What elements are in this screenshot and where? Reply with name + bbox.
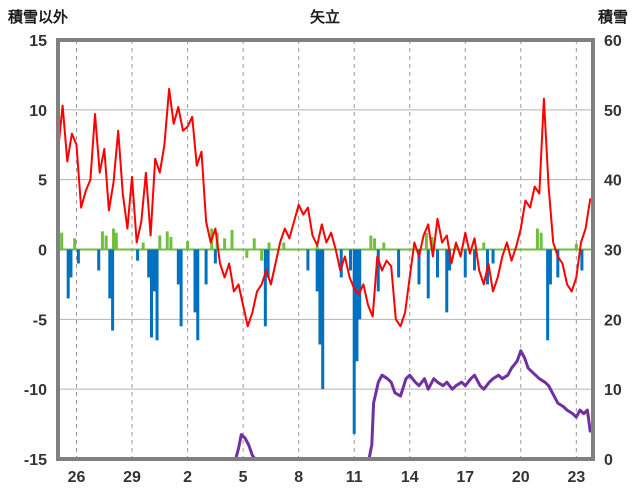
svg-text:2: 2 [183,469,192,486]
chart-title: 矢立 [309,9,341,26]
left-axis-title: 積雪以外 [8,9,69,26]
svg-text:60: 60 [604,33,622,50]
svg-text:15: 15 [29,33,47,50]
svg-text:0: 0 [38,243,47,260]
svg-text:20: 20 [512,469,530,486]
svg-text:20: 20 [604,312,622,329]
svg-text:26: 26 [68,469,86,486]
svg-text:10: 10 [604,382,622,399]
svg-text:29: 29 [123,469,141,486]
svg-text:10: 10 [29,103,47,120]
svg-text:14: 14 [401,469,419,486]
svg-text:5: 5 [38,173,47,190]
svg-text:-5: -5 [33,312,47,329]
svg-text:30: 30 [604,243,622,260]
svg-text:0: 0 [604,452,613,469]
svg-text:-10: -10 [24,382,47,399]
svg-text:-15: -15 [24,452,47,469]
svg-text:17: 17 [456,469,474,486]
svg-text:11: 11 [346,469,363,486]
svg-text:8: 8 [294,469,303,486]
svg-text:23: 23 [567,469,585,486]
svg-text:50: 50 [604,103,622,120]
svg-text:5: 5 [239,469,248,486]
svg-text:40: 40 [604,173,622,190]
right-axis-title: 積雪 [597,9,628,26]
